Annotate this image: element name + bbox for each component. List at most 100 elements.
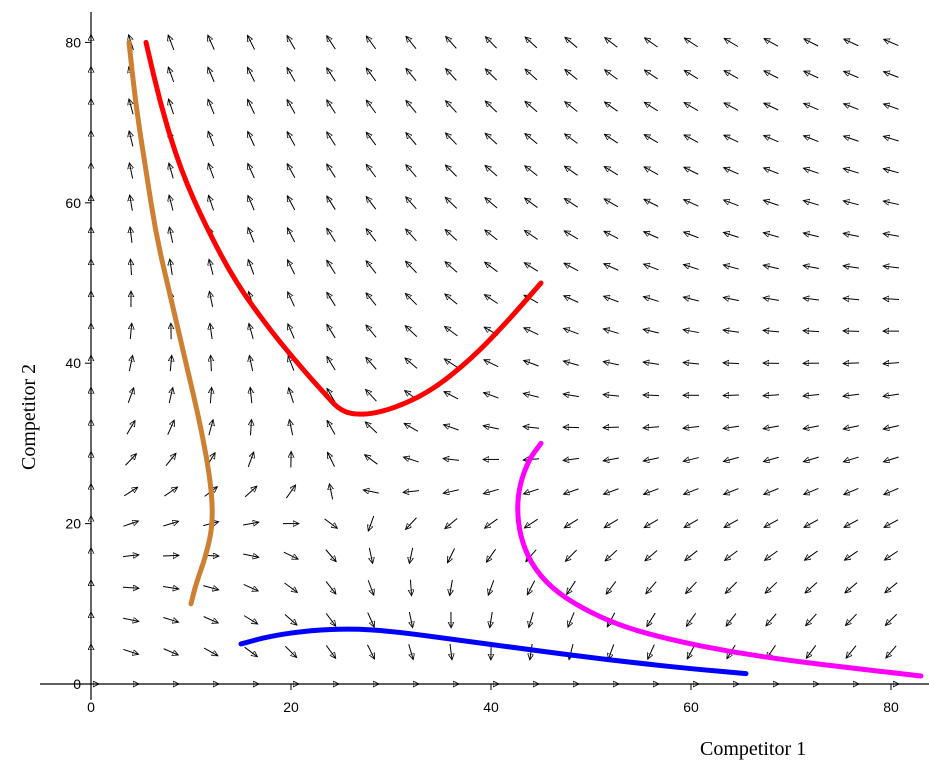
field-arrow xyxy=(123,648,138,654)
field-arrow xyxy=(208,131,215,147)
field-arrow xyxy=(208,420,213,436)
x-axis-label: Competitor 1 xyxy=(700,738,807,760)
field-arrow xyxy=(165,453,176,467)
field-arrow xyxy=(285,485,295,499)
field-arrow xyxy=(843,394,860,396)
field-arrow xyxy=(327,196,336,210)
field-arrow xyxy=(525,198,538,208)
field-arrow xyxy=(605,549,618,561)
field-arrow xyxy=(445,294,458,305)
field-arrow xyxy=(403,457,419,463)
field-arrow xyxy=(409,611,412,628)
field-arrow xyxy=(445,133,457,145)
field-arrow xyxy=(208,195,215,211)
field-arrow xyxy=(446,36,457,49)
field-arrow xyxy=(763,426,779,429)
field-arrow xyxy=(484,360,499,368)
field-arrow xyxy=(248,163,255,179)
field-arrow xyxy=(603,362,619,365)
field-arrow xyxy=(485,230,498,241)
field-arrow xyxy=(523,489,539,494)
field-arrow xyxy=(244,486,257,498)
field-arrow xyxy=(367,644,375,659)
field-arrow xyxy=(764,488,779,494)
field-arrow xyxy=(567,580,576,594)
field-arrow xyxy=(486,548,497,562)
field-arrow xyxy=(843,233,859,236)
field-arrow xyxy=(606,581,617,594)
field-arrow xyxy=(683,426,700,428)
field-arrow xyxy=(886,645,897,658)
field-arrow xyxy=(564,231,579,240)
field-arrow xyxy=(564,166,578,176)
field-arrow xyxy=(844,519,859,528)
field-arrow xyxy=(247,67,255,82)
field-arrow xyxy=(803,426,819,429)
field-arrow xyxy=(162,555,179,556)
field-arrow xyxy=(766,613,777,626)
field-arrow xyxy=(286,196,296,211)
field-arrow xyxy=(287,260,295,275)
field-arrow xyxy=(130,195,133,211)
field-arrow xyxy=(603,488,619,495)
field-arrow xyxy=(763,265,779,269)
field-arrow xyxy=(286,228,296,243)
field-arrow xyxy=(564,262,579,272)
field-arrow xyxy=(403,491,420,493)
field-arrow xyxy=(724,102,739,111)
field-arrow xyxy=(366,36,377,50)
field-arrow xyxy=(763,298,779,301)
field-arrow xyxy=(126,420,135,435)
field-arrow xyxy=(246,35,256,50)
field-arrow xyxy=(724,488,739,495)
field-arrow xyxy=(763,233,779,238)
field-arrow xyxy=(883,299,900,300)
field-arrow xyxy=(248,259,255,275)
field-arrow xyxy=(883,104,899,110)
field-arrow xyxy=(169,195,173,211)
field-arrow xyxy=(410,579,411,596)
field-arrow xyxy=(289,420,292,436)
field-arrow xyxy=(209,291,212,307)
field-arrow xyxy=(168,35,175,51)
field-arrow xyxy=(604,199,619,208)
field-arrow xyxy=(884,39,899,46)
field-arrow xyxy=(286,164,296,178)
y-axis-label: Competitor 2 xyxy=(18,363,40,470)
field-arrow xyxy=(248,227,255,243)
field-arrow xyxy=(844,487,859,494)
field-arrow xyxy=(203,647,218,656)
field-arrow xyxy=(765,581,778,593)
field-arrow xyxy=(845,582,858,593)
field-arrow xyxy=(288,356,295,371)
field-arrow xyxy=(485,198,498,209)
field-arrow xyxy=(883,169,899,174)
field-arrow xyxy=(208,99,215,115)
field-arrow xyxy=(123,521,138,527)
field-arrow xyxy=(130,323,131,340)
field-arrow xyxy=(287,35,296,50)
field-arrow xyxy=(764,70,779,79)
field-arrow xyxy=(883,233,899,236)
field-arrow xyxy=(123,618,139,621)
field-arrow xyxy=(804,519,819,528)
field-arrow xyxy=(644,70,658,80)
field-arrow xyxy=(443,425,459,431)
field-arrow xyxy=(684,232,699,239)
field-arrow xyxy=(565,134,578,144)
field-arrow xyxy=(169,163,173,179)
field-arrow xyxy=(883,457,899,462)
field-arrow xyxy=(366,196,377,210)
field-arrow xyxy=(243,554,259,557)
field-arrow xyxy=(365,422,378,434)
field-arrow xyxy=(445,197,458,209)
field-arrow xyxy=(644,135,659,144)
y-tick-label: 60 xyxy=(65,195,81,211)
direction-field xyxy=(83,34,899,684)
field-arrow xyxy=(726,613,737,627)
field-arrow xyxy=(843,426,859,429)
field-arrow xyxy=(723,232,739,238)
field-arrow xyxy=(804,136,819,143)
field-arrow xyxy=(325,613,336,626)
field-arrow xyxy=(724,168,739,175)
